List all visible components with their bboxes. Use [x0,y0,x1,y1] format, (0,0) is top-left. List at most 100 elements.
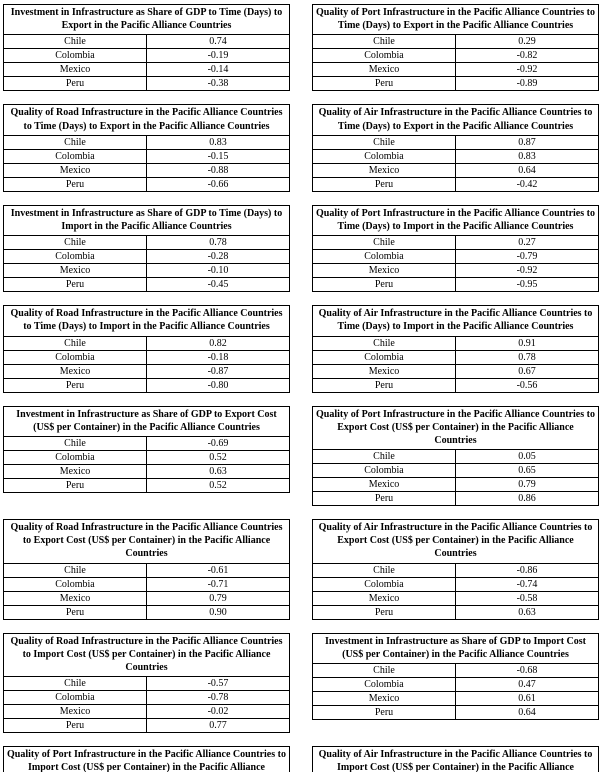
table-header-row: Quality of Road Infrastructure in the Pa… [3,519,290,564]
table-title: Investment in Infrastructure as Share of… [312,632,599,665]
country-cell: Chile [312,335,456,351]
country-cell: Colombia [312,249,456,265]
table-header-row: Quality of Road Infrastructure in the Pa… [3,632,290,678]
table-row: Peru -0.80 [3,377,290,393]
country-cell: Colombia [3,576,147,592]
country-cell: Mexico [3,162,147,178]
correlation-table-element: Quality of Port Infrastructure in the Pa… [312,405,599,507]
table-row: Mexico 0.79 [3,590,290,606]
correlation-table: Investment in Infrastructure as Share of… [312,632,599,734]
table-header-row: Quality of Road Infrastructure in the Pa… [3,305,290,337]
table-row: Chile -0.61 [3,562,290,578]
country-cell: Colombia [312,576,456,592]
correlation-table: Quality of Air Infrastructure in the Pac… [312,104,599,192]
country-cell: Peru [3,604,147,620]
value-cell: 0.27 [455,235,599,251]
table-header-row: Quality of Air Infrastructure in the Pac… [312,746,599,772]
table-row: Mexico 0.63 [3,463,290,479]
correlation-table-element: Quality of Port Infrastructure in the Pa… [312,3,599,92]
table-title: Quality of Road Infrastructure in the Pa… [3,632,290,678]
country-cell: Peru [312,604,456,620]
country-cell: Mexico [3,590,147,606]
country-cell: Mexico [312,62,456,78]
country-cell: Colombia [312,148,456,164]
country-cell: Chile [312,134,456,150]
correlation-table-element: Quality of Road Infrastructure in the Pa… [3,104,290,192]
correlation-table-element: Investment in Infrastructure as Share of… [3,204,290,293]
correlation-table-element: Quality of Air Infrastructure in the Pac… [312,519,599,620]
table-row: Chile 0.05 [312,449,599,465]
correlation-table: Quality of Port Infrastructure in the Pa… [312,3,599,92]
table-row: Chile 0.78 [3,235,290,251]
table-row: Peru -0.89 [312,76,599,92]
value-cell: 0.47 [455,677,599,692]
table-header-row: Quality of Port Infrastructure in the Pa… [312,405,599,451]
value-cell: -0.68 [455,663,599,678]
value-cell: 0.83 [455,148,599,164]
tables-grid: Investment in Infrastructure as Share of… [3,3,602,772]
table-row: Peru 0.63 [312,604,599,620]
country-cell: Chile [3,676,147,692]
correlation-table-element: Quality of Road Infrastructure in the Pa… [3,305,290,393]
country-cell: Mexico [312,263,456,279]
country-cell: Chile [312,663,456,678]
table-row: Mexico 0.64 [312,162,599,178]
table-row: Colombia -0.18 [3,349,290,365]
table-row: Colombia -0.74 [312,576,599,592]
country-cell: Peru [3,718,147,734]
table-row: Peru -0.45 [3,277,290,293]
value-cell: -0.10 [146,263,290,279]
value-cell: -0.18 [146,349,290,365]
country-cell: Mexico [3,463,147,479]
value-cell: 0.63 [455,604,599,620]
table-row: Peru -0.66 [3,176,290,192]
value-cell: 0.63 [146,463,290,479]
table-row: Peru 0.77 [3,718,290,734]
value-cell: 0.64 [455,162,599,178]
table-row: Colombia -0.79 [312,249,599,265]
value-cell: -0.28 [146,249,290,265]
value-cell: -0.02 [146,704,290,720]
correlation-table-element: Investment in Infrastructure as Share of… [3,405,290,493]
correlation-table: Quality of Port Infrastructure in the Pa… [312,405,599,507]
value-cell: -0.78 [146,690,290,706]
table-row: Mexico -0.87 [3,363,290,379]
table-row: Chile 0.91 [312,335,599,351]
value-cell: 0.78 [455,349,599,365]
correlation-table: Quality of Air Infrastructure in the Pac… [312,305,599,393]
correlation-table: Quality of Road Infrastructure in the Pa… [3,632,290,734]
value-cell: 0.91 [455,335,599,351]
correlation-table-element: Investment in Infrastructure as Share of… [312,632,599,720]
table-title: Quality of Port Infrastructure in the Pa… [312,204,599,237]
table-row: Colombia -0.78 [3,690,290,706]
table-row: Peru -0.95 [312,277,599,293]
table-row: Mexico -0.10 [3,263,290,279]
table-title: Quality of Port Infrastructure in the Pa… [3,746,290,772]
value-cell: 0.90 [146,604,290,620]
correlation-table-element: Quality of Port Infrastructure in the Pa… [312,204,599,293]
table-row: Mexico -0.58 [312,590,599,606]
value-cell: -0.80 [146,377,290,393]
correlation-table-element: Quality of Air Infrastructure in the Pac… [312,746,599,772]
correlation-table: Quality of Road Infrastructure in the Pa… [3,104,290,192]
table-row: Chile 0.27 [312,235,599,251]
country-cell: Peru [3,176,147,192]
correlation-table: Investment in Infrastructure as Share of… [3,204,290,293]
value-cell: -0.88 [146,162,290,178]
country-cell: Chile [312,34,456,50]
table-row: Mexico 0.79 [312,477,599,493]
country-cell: Peru [3,76,147,92]
table-row: Mexico -0.92 [312,62,599,78]
value-cell: -0.82 [455,48,599,64]
country-cell: Colombia [3,249,147,265]
correlation-table: Investment in Infrastructure as Share of… [3,405,290,507]
country-cell: Mexico [312,363,456,379]
value-cell: -0.87 [146,363,290,379]
table-title: Quality of Air Infrastructure in the Pac… [312,519,599,564]
correlation-table-element: Quality of Air Infrastructure in the Pac… [312,104,599,192]
country-cell: Chile [3,562,147,578]
table-row: Chile -0.69 [3,435,290,451]
table-header-row: Investment in Infrastructure as Share of… [3,204,290,237]
country-cell: Colombia [3,349,147,365]
value-cell: -0.42 [455,176,599,192]
